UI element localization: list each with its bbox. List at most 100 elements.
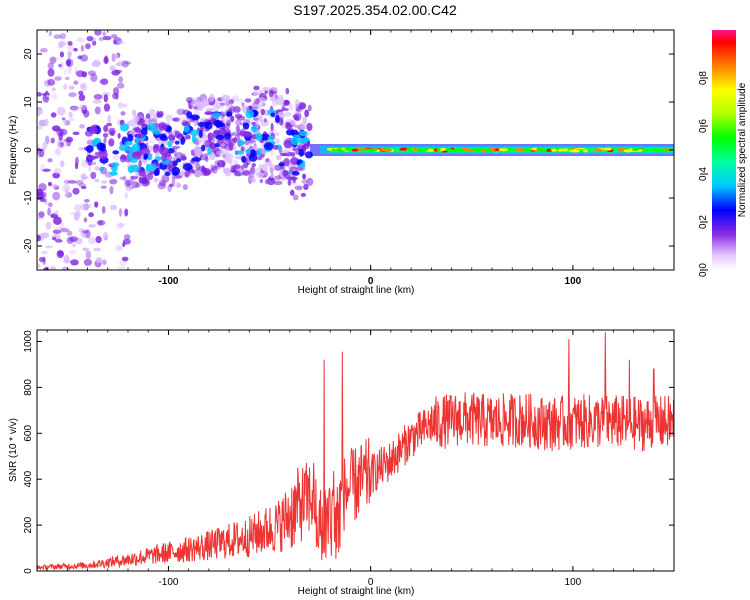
spectrogram-cell (210, 164, 215, 172)
spectrogram-cell (81, 229, 89, 234)
spectrogram-cell (167, 140, 173, 148)
spectrogram-cell (156, 111, 164, 119)
spectrogram-heatmap (37, 30, 674, 270)
spectrogram-cell (78, 94, 86, 102)
spectrogram-cell (252, 90, 258, 97)
spectrogram-cell (124, 208, 129, 217)
spectrogram-cell (223, 133, 232, 140)
spectrogram-cell (65, 136, 74, 143)
spectrogram-cell (77, 55, 83, 60)
spectrogram-cell (80, 45, 85, 52)
spectrogram-cell (296, 185, 303, 191)
spectrogram-cell (88, 212, 94, 218)
spectrogram-cell (121, 256, 129, 262)
spectrogram-cell (250, 149, 256, 157)
spectrogram-cell (91, 61, 100, 68)
spectrogram-cell (67, 65, 72, 75)
spectrogram-cell (302, 173, 307, 180)
spectrogram-cell (365, 148, 378, 152)
spectrogram-cell (268, 89, 274, 98)
spectrogram-cell (128, 151, 133, 161)
spectrogram-cell (193, 120, 197, 127)
y-tick-label: 0 (23, 568, 34, 574)
spectrogram-cell (407, 149, 415, 153)
spectrogram-cell (278, 162, 285, 167)
spectrogram-cell (47, 62, 54, 70)
spectrogram-cell (193, 105, 199, 110)
y-tick-label: 600 (23, 425, 34, 442)
spectrogram-cell (182, 184, 188, 191)
spectrogram-cell (93, 247, 101, 252)
spectrogram-cell (550, 148, 558, 152)
spectrogram-cell (268, 164, 276, 172)
spectrogram-cell (78, 227, 82, 233)
spectrogram-cell (37, 92, 42, 97)
spectrogram-cell (72, 243, 76, 248)
spectrogram-cell (59, 32, 67, 40)
spectrogram-cell (109, 66, 116, 71)
spectrogram-cell (100, 78, 109, 86)
spectrogram-cell (158, 122, 168, 131)
spectrogram-cell (251, 121, 257, 126)
spectrogram-cell (448, 148, 452, 152)
spectrogram-cell (52, 229, 62, 234)
spectrogram-cell (37, 125, 44, 130)
spectrogram-cell (285, 129, 294, 136)
spectrogram-cell (103, 103, 111, 112)
spectrogram-cell (280, 108, 289, 112)
spectrogram-cell (168, 134, 176, 141)
spectrogram-cell (127, 133, 134, 142)
spectrogram-cell (74, 156, 79, 166)
spectrogram-cell (278, 94, 284, 100)
spectrogram-cell (107, 114, 112, 124)
spectrogram-cell (59, 51, 65, 58)
colorbar-tick-label: 0.8 (698, 71, 709, 85)
spectrogram-cell (109, 171, 118, 176)
spectrogram-cell (117, 40, 125, 45)
spectrogram-cell (270, 122, 274, 132)
spectrogram-cell (263, 168, 269, 177)
spectrogram-cell (301, 179, 308, 184)
spectrogram-cell (81, 71, 88, 78)
spectrogram-cell (86, 35, 94, 42)
spectrogram-cell (66, 139, 72, 147)
spectrogram-cell (241, 170, 251, 176)
spectrogram-cell (44, 245, 53, 249)
spectrogram-cell (216, 150, 221, 155)
spectrogram-cell (80, 159, 89, 169)
spectrogram-cell (223, 154, 229, 162)
spectrogram-cell (100, 180, 108, 184)
spectrogram-cell (78, 104, 87, 111)
spectrogram-cell (94, 166, 100, 171)
spectrogram-cell (117, 266, 127, 270)
spectrogram-cell (87, 160, 93, 166)
spectrogram-cell (113, 40, 117, 45)
spectrogram-cell (289, 176, 298, 181)
spectrogram-cell (292, 114, 299, 119)
y-tick-label: 10 (23, 96, 34, 108)
spectrogram-cell (222, 166, 226, 174)
spectrogram-cell (103, 56, 109, 65)
spectrogram-cell (59, 222, 65, 231)
spectrogram-cell (117, 133, 121, 139)
spectrogram-cell (63, 254, 70, 264)
spectrogram-cell (103, 94, 109, 103)
spectrogram-cell (294, 124, 299, 129)
spectrogram-cell (181, 121, 191, 127)
spectrogram-cell (245, 118, 253, 124)
spectrogram-cell (51, 87, 56, 92)
spectrogram-cell (183, 125, 190, 133)
spectrogram-cell (51, 183, 58, 189)
spectrogram-cell (68, 92, 77, 98)
spectrogram-cell (230, 165, 237, 174)
spectrogram-cell (262, 86, 271, 92)
spectrogram-cell (116, 82, 125, 89)
spectrogram-cell (228, 99, 234, 105)
spectrogram-cell (186, 96, 193, 104)
spectrogram-cell (171, 175, 176, 185)
snr-x-label: Height of straight line (km) (298, 586, 415, 597)
spectrogram-cell (87, 70, 96, 76)
spectrogram-cell (112, 150, 120, 155)
spectrogram-cell (453, 148, 463, 152)
